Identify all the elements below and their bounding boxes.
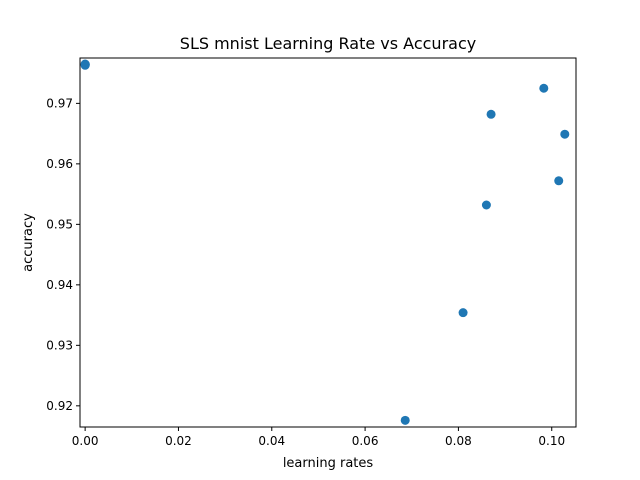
data-point xyxy=(400,415,410,425)
chart-title: SLS mnist Learning Rate vs Accuracy xyxy=(180,34,476,53)
x-tick-label: 0.04 xyxy=(258,434,285,448)
y-tick-label: 0.94 xyxy=(46,278,73,292)
data-point xyxy=(80,60,90,70)
y-tick-label: 0.96 xyxy=(46,157,73,171)
data-point xyxy=(481,200,491,210)
y-tick-label: 0.97 xyxy=(46,96,73,110)
x-tick-label: 0.06 xyxy=(352,434,379,448)
data-point xyxy=(554,176,564,186)
y-axis-label: accuracy xyxy=(21,213,36,272)
y-tick-label: 0.92 xyxy=(46,399,73,413)
x-tick-label: 0.02 xyxy=(165,434,192,448)
data-point xyxy=(458,308,468,318)
x-tick-label: 0.08 xyxy=(445,434,472,448)
plot-area-frame xyxy=(79,57,577,428)
data-points xyxy=(80,59,570,425)
x-axis-label: learning rates xyxy=(283,456,374,471)
y-axis-ticks: 0.92 0.93 0.94 0.95 0.96 0.97 xyxy=(46,96,80,413)
data-point xyxy=(486,109,496,119)
y-tick-label: 0.93 xyxy=(46,338,73,352)
x-axis-ticks: 0.00 0.02 0.04 0.06 0.08 0.10 xyxy=(72,427,565,448)
x-tick-label: 0.10 xyxy=(538,434,565,448)
x-tick-label: 0.00 xyxy=(72,434,99,448)
data-point xyxy=(560,129,570,139)
y-tick-label: 0.95 xyxy=(46,217,73,231)
data-point xyxy=(539,83,549,93)
